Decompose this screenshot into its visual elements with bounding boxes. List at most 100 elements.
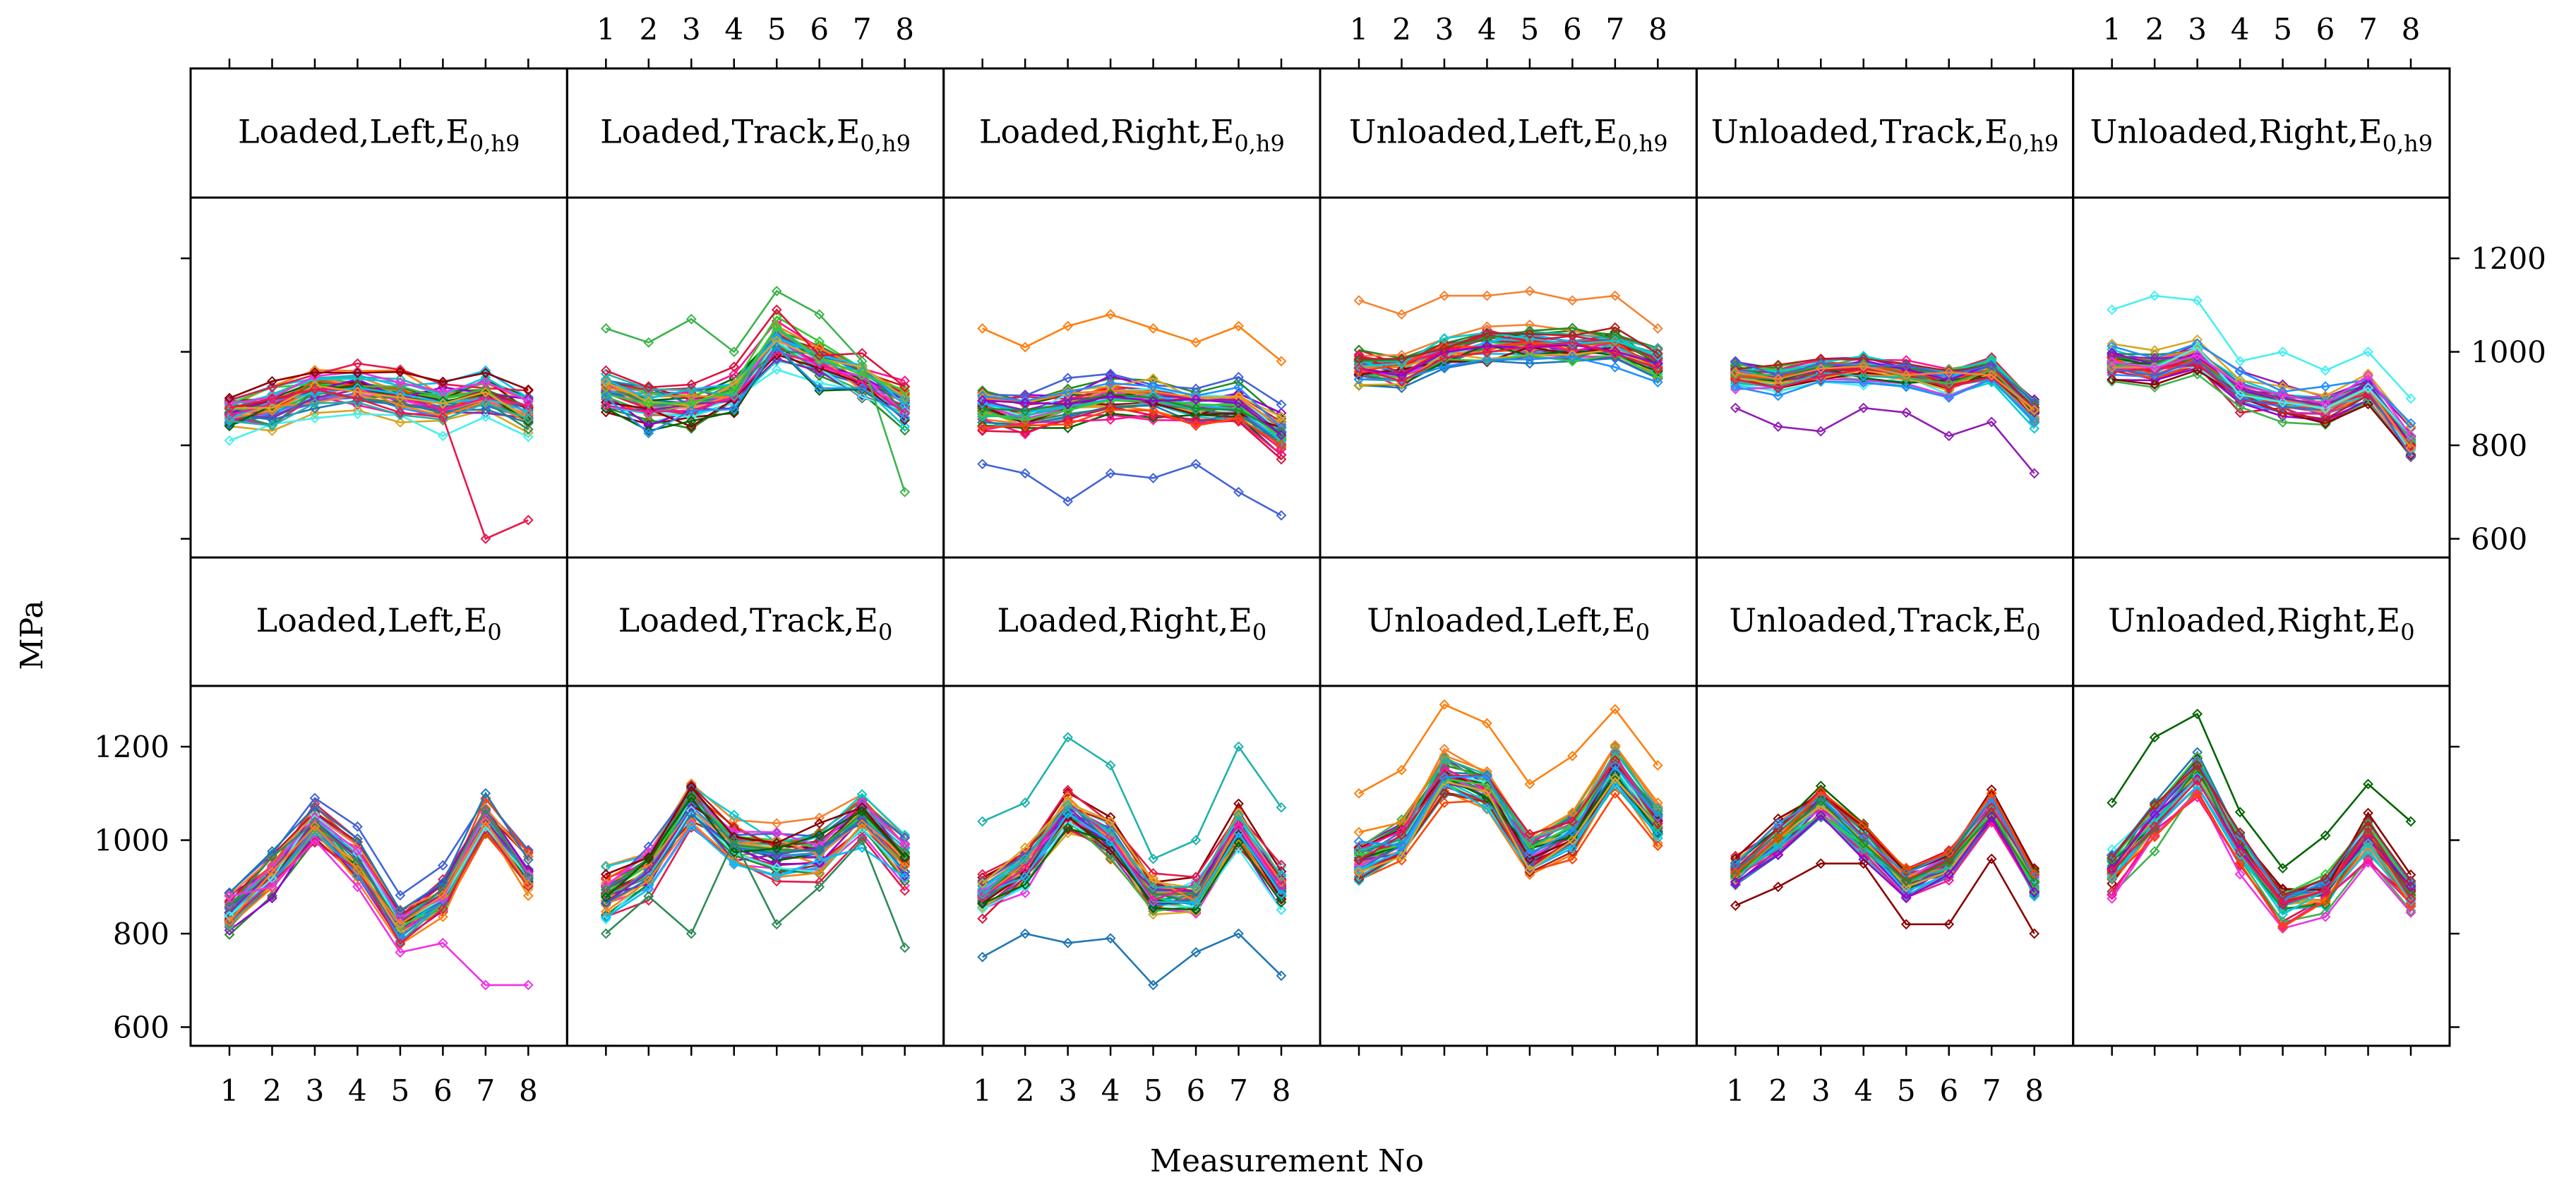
panel-loaded-left-e-0-outlier-line-marker <box>480 979 491 991</box>
panel-unloaded-track-e-0h9-series-line-marker <box>1730 356 1741 367</box>
panel-loaded-left-e-0-series-line-marker <box>522 848 534 859</box>
panel-loaded-left-e-0h9-series-line-marker <box>224 435 235 446</box>
panel-loaded-left-e-0h9-outlier-line-marker <box>480 533 491 544</box>
panel-unloaded-track-e-0h9-series-line-marker <box>1900 360 1912 371</box>
panel-loaded-right-e-0-series-line-marker <box>1105 845 1116 855</box>
panel-unloaded-track-e-0-series-line-marker <box>1773 833 1784 844</box>
panel-loaded-track-e-0-series-line-marker <box>643 884 654 895</box>
panel-unloaded-right-e-0h9-series-line <box>2111 354 2412 437</box>
panel-loaded-track-e-0h9-series-line-marker <box>814 382 825 394</box>
panel-loaded-right-e-0-series-line-marker <box>1062 822 1074 833</box>
panel-loaded-left-e-0h9-series-line-marker <box>480 404 491 415</box>
panel-unloaded-right-e-0-series-line-marker <box>2405 881 2416 892</box>
panel-unloaded-right-e-0-series-line-marker <box>2192 773 2203 784</box>
panel-loaded-track-e-0h9-series-line <box>605 334 906 404</box>
panel-unloaded-left-e-0-series-line-marker <box>1353 874 1365 884</box>
panel-loaded-right-e-0-low-line-marker <box>1190 947 1202 958</box>
panel-unloaded-track-e-0h9-series-line-marker <box>2029 411 2040 423</box>
panel-unloaded-left-e-0h9-series-line-marker <box>1482 354 1492 366</box>
panel-unloaded-track-e-0h9-low-line-marker <box>1815 426 1826 437</box>
panel-unloaded-right-e-0h9-series-line-marker <box>2234 380 2246 391</box>
panel-unloaded-track-e-0-low-line-marker <box>1986 853 1997 864</box>
panel-unloaded-right-e-0h9-high-line-marker <box>2234 356 2246 367</box>
panel-unloaded-right-e-0-series-line-marker <box>2363 828 2373 839</box>
panel-loaded-track-e-0-series-line-marker <box>729 847 740 858</box>
panel-unloaded-right-e-0h9-series-line <box>2111 346 2412 436</box>
panel-loaded-right-e-0-series-line-marker <box>1148 882 1158 893</box>
panel-unloaded-left-e-0-series-line <box>1358 776 1659 873</box>
panel-loaded-right-e-0-series-line <box>981 801 1283 902</box>
panel-unloaded-track-e-0-series-line-marker <box>1815 780 1826 792</box>
panel-loaded-left-e-0-series-line-marker <box>352 845 363 856</box>
panel-loaded-right-e-0-high-line-marker <box>1190 835 1202 845</box>
panel-loaded-left-e-0h9-series-line-marker <box>352 367 363 378</box>
panel-unloaded-right-e-0h9-series-line-marker <box>2234 366 2246 377</box>
panel-unloaded-right-e-0h9-series-line-marker <box>2363 382 2373 393</box>
panel-loaded-left-e-0-series-line-marker <box>224 916 235 927</box>
panel-unloaded-right-e-0-series-line-marker <box>2149 800 2160 811</box>
panel-loaded-left-e-0h9-series-line-marker <box>395 397 406 408</box>
panel-unloaded-left-e-0h9-series-line-marker <box>1566 346 1578 357</box>
panel-unloaded-right-e-0h9-series-line-marker <box>2320 418 2331 429</box>
panel-unloaded-right-e-0-series-line-marker <box>2149 821 2160 832</box>
panel-loaded-right-e-0h9-low-line-marker <box>1233 486 1244 498</box>
panel-unloaded-left-e-0h9-series-line <box>1359 326 1658 360</box>
panel-loaded-track-e-0h9-series-line <box>606 340 906 418</box>
panel-unloaded-right-e-0-high-line-marker <box>2149 732 2160 743</box>
panel-loaded-track-e-0h9-series-line-marker <box>729 368 740 380</box>
panel-loaded-left-e-0-series-line-marker <box>437 860 448 871</box>
panel-loaded-left-e-0-series-line-marker <box>437 890 448 901</box>
panel-unloaded-right-e-0h9-strip-label: Unloaded,Right,E0,h9 <box>2090 113 2433 157</box>
panel-loaded-track-e-0h9-series-line <box>605 345 906 435</box>
panel-unloaded-right-e-0-high-line <box>2111 712 2412 870</box>
panel-unloaded-left-e-0-series-line <box>1358 759 1659 862</box>
panel-loaded-track-e-0h9-series-line-marker <box>856 370 868 381</box>
panel-loaded-right-e-0-series-line-marker <box>1276 871 1287 881</box>
panel-loaded-right-e-0h9-series-line-marker <box>977 403 988 414</box>
panel-unloaded-right-e-0h9-series-line-marker <box>2234 407 2246 418</box>
panel-unloaded-left-e-0h9-high-line-marker <box>1524 286 1535 296</box>
panel-unloaded-left-e-0-series-line-marker <box>1524 852 1535 863</box>
panel-loaded-right-e-0h9-series-line-marker <box>1148 395 1158 406</box>
panel-loaded-left-e-0-series-line-marker <box>309 821 320 832</box>
panel-loaded-right-e-0h9-series-line-marker <box>1276 454 1287 465</box>
panel-loaded-track-e-0h9-series-line-marker <box>600 397 611 408</box>
panel-loaded-track-e-0-low-line-marker <box>643 891 654 902</box>
panel-loaded-track-e-0h9-series-line-marker <box>771 342 782 353</box>
panel-loaded-right-e-0h9-series-line-marker <box>1190 414 1202 426</box>
panel-unloaded-track-e-0-series-line-marker <box>1815 795 1826 807</box>
panel-loaded-track-e-0h9-outlier-line-marker <box>643 337 654 348</box>
panel-loaded-right-e-0h9-low-line-marker <box>1062 496 1074 507</box>
panel-unloaded-left-e-0-series-line-marker <box>1396 851 1407 862</box>
panel-loaded-track-e-0h9-series-line-marker <box>899 394 911 404</box>
panel-unloaded-right-e-0-series-line-marker <box>2277 922 2288 933</box>
panel-loaded-right-e-0h9-high-line-marker <box>1062 320 1074 332</box>
panel-unloaded-left-e-0-series-line-marker <box>1524 858 1535 869</box>
panel-unloaded-track-e-0h9-series-line-marker <box>1986 354 1997 365</box>
panel-loaded-right-e-0h9-high-line-marker <box>1019 342 1031 353</box>
x-tick-label-bottom: 8 <box>2025 1073 2044 1108</box>
panel-loaded-right-e-0h9-series-line-marker <box>1190 403 1202 414</box>
panel-loaded-right-e-0-series-line-marker <box>1190 904 1202 915</box>
panel-loaded-right-e-0h9-series-line-marker <box>977 421 988 433</box>
x-tick-label-bottom: 4 <box>1101 1073 1120 1108</box>
panel-unloaded-track-e-0h9-series-line-marker <box>1900 370 1912 381</box>
panel-unloaded-left-e-0-series-line-marker <box>1610 788 1621 799</box>
panel-loaded-right-e-0-series-line <box>982 826 1283 911</box>
panel-loaded-left-e-0h9-series-line-marker <box>395 392 406 403</box>
panel-unloaded-track-e-0h9-series-line-marker <box>1730 367 1741 378</box>
panel-loaded-right-e-0-series-line-marker <box>977 913 988 924</box>
panel-loaded-left-e-0-outlier-line-marker <box>352 881 363 893</box>
panel-unloaded-right-e-0-high-line-marker <box>2192 708 2203 720</box>
x-tick-label-top: 1 <box>597 12 616 47</box>
panel-loaded-right-e-0-low-line-marker <box>1233 928 1244 939</box>
panel-unloaded-track-e-0h9-series-line-marker <box>1815 371 1826 382</box>
panel-loaded-track-e-0h9-series-line-marker <box>729 378 740 390</box>
panel-loaded-right-e-0-series-line-marker <box>1019 853 1031 864</box>
panel-unloaded-track-e-0h9-series-line <box>1735 378 2035 423</box>
panel-loaded-left-e-0h9-series-line-marker <box>522 424 534 435</box>
panel-unloaded-left-e-0h9-series-line-marker <box>1610 335 1621 346</box>
panel-loaded-right-e-0-low-line-marker <box>1148 979 1158 991</box>
panel-loaded-right-e-0h9-low-line-marker <box>1105 468 1116 479</box>
panel-unloaded-left-e-0-series-line-marker <box>1353 864 1365 875</box>
